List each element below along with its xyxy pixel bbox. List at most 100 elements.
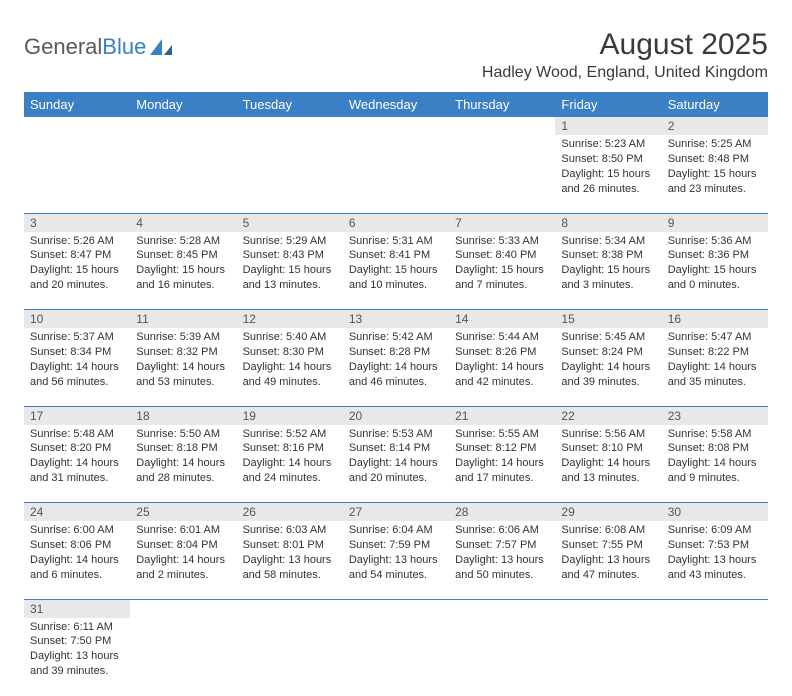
day-number-cell: 4 bbox=[130, 213, 236, 232]
sunrise-text: Sunrise: 5:42 AM bbox=[349, 330, 443, 345]
day-number-cell: 8 bbox=[555, 213, 661, 232]
day-details: Sunrise: 5:55 AMSunset: 8:12 PMDaylight:… bbox=[449, 425, 555, 490]
day-details: Sunrise: 5:45 AMSunset: 8:24 PMDaylight:… bbox=[555, 328, 661, 393]
weekday-header: Wednesday bbox=[343, 92, 449, 117]
sunset-text: Sunset: 7:50 PM bbox=[30, 634, 124, 649]
day-number-cell bbox=[662, 599, 768, 618]
logo-sail-icon bbox=[148, 37, 174, 57]
daylight-text: Daylight: 14 hours and 49 minutes. bbox=[243, 360, 337, 390]
daylight-text: Daylight: 14 hours and 56 minutes. bbox=[30, 360, 124, 390]
day-number-cell: 28 bbox=[449, 503, 555, 522]
day-cell: Sunrise: 5:42 AMSunset: 8:28 PMDaylight:… bbox=[343, 328, 449, 406]
sunset-text: Sunset: 8:28 PM bbox=[349, 345, 443, 360]
month-title: August 2025 bbox=[482, 28, 768, 62]
day-cell: Sunrise: 5:50 AMSunset: 8:18 PMDaylight:… bbox=[130, 425, 236, 503]
weekday-header: Tuesday bbox=[237, 92, 343, 117]
day-details: Sunrise: 5:34 AMSunset: 8:38 PMDaylight:… bbox=[555, 232, 661, 297]
day-number-cell: 13 bbox=[343, 310, 449, 329]
day-number-cell: 25 bbox=[130, 503, 236, 522]
day-cell: Sunrise: 6:11 AMSunset: 7:50 PMDaylight:… bbox=[24, 618, 130, 696]
sunrise-text: Sunrise: 5:34 AM bbox=[561, 234, 655, 249]
day-details: Sunrise: 5:48 AMSunset: 8:20 PMDaylight:… bbox=[24, 425, 130, 490]
sunrise-text: Sunrise: 5:28 AM bbox=[136, 234, 230, 249]
day-details: Sunrise: 6:11 AMSunset: 7:50 PMDaylight:… bbox=[24, 618, 130, 683]
sunset-text: Sunset: 8:04 PM bbox=[136, 538, 230, 553]
day-number-cell bbox=[130, 599, 236, 618]
day-cell bbox=[237, 618, 343, 696]
day-number-cell: 7 bbox=[449, 213, 555, 232]
day-cell: Sunrise: 5:36 AMSunset: 8:36 PMDaylight:… bbox=[662, 232, 768, 310]
day-number-cell: 6 bbox=[343, 213, 449, 232]
sunrise-text: Sunrise: 5:37 AM bbox=[30, 330, 124, 345]
sunrise-text: Sunrise: 6:06 AM bbox=[455, 523, 549, 538]
day-number-cell bbox=[130, 117, 236, 135]
day-cell: Sunrise: 5:55 AMSunset: 8:12 PMDaylight:… bbox=[449, 425, 555, 503]
sunset-text: Sunset: 7:57 PM bbox=[455, 538, 549, 553]
day-details: Sunrise: 5:39 AMSunset: 8:32 PMDaylight:… bbox=[130, 328, 236, 393]
day-details: Sunrise: 5:36 AMSunset: 8:36 PMDaylight:… bbox=[662, 232, 768, 297]
day-details: Sunrise: 5:29 AMSunset: 8:43 PMDaylight:… bbox=[237, 232, 343, 297]
sunrise-text: Sunrise: 5:58 AM bbox=[668, 427, 762, 442]
calendar-table: Sunday Monday Tuesday Wednesday Thursday… bbox=[24, 92, 768, 696]
day-number-cell: 5 bbox=[237, 213, 343, 232]
day-details: Sunrise: 5:44 AMSunset: 8:26 PMDaylight:… bbox=[449, 328, 555, 393]
day-details: Sunrise: 5:25 AMSunset: 8:48 PMDaylight:… bbox=[662, 135, 768, 200]
day-cell: Sunrise: 6:04 AMSunset: 7:59 PMDaylight:… bbox=[343, 521, 449, 599]
day-cell: Sunrise: 5:31 AMSunset: 8:41 PMDaylight:… bbox=[343, 232, 449, 310]
day-number-cell: 14 bbox=[449, 310, 555, 329]
weekday-header: Monday bbox=[130, 92, 236, 117]
day-details: Sunrise: 5:28 AMSunset: 8:45 PMDaylight:… bbox=[130, 232, 236, 297]
sunset-text: Sunset: 8:48 PM bbox=[668, 152, 762, 167]
sunrise-text: Sunrise: 6:01 AM bbox=[136, 523, 230, 538]
daylight-text: Daylight: 13 hours and 43 minutes. bbox=[668, 553, 762, 583]
day-number-cell bbox=[449, 599, 555, 618]
day-details: Sunrise: 5:50 AMSunset: 8:18 PMDaylight:… bbox=[130, 425, 236, 490]
day-number-cell: 1 bbox=[555, 117, 661, 135]
sunrise-text: Sunrise: 5:53 AM bbox=[349, 427, 443, 442]
day-cell: Sunrise: 5:33 AMSunset: 8:40 PMDaylight:… bbox=[449, 232, 555, 310]
day-details: Sunrise: 5:26 AMSunset: 8:47 PMDaylight:… bbox=[24, 232, 130, 297]
day-number-cell bbox=[449, 117, 555, 135]
sunrise-text: Sunrise: 6:11 AM bbox=[30, 620, 124, 635]
daylight-text: Daylight: 14 hours and 35 minutes. bbox=[668, 360, 762, 390]
day-cell: Sunrise: 5:26 AMSunset: 8:47 PMDaylight:… bbox=[24, 232, 130, 310]
daylight-text: Daylight: 14 hours and 6 minutes. bbox=[30, 553, 124, 583]
daylight-text: Daylight: 14 hours and 24 minutes. bbox=[243, 456, 337, 486]
day-number-cell bbox=[343, 599, 449, 618]
day-cell: Sunrise: 6:09 AMSunset: 7:53 PMDaylight:… bbox=[662, 521, 768, 599]
day-cell: Sunrise: 6:06 AMSunset: 7:57 PMDaylight:… bbox=[449, 521, 555, 599]
day-cell: Sunrise: 6:08 AMSunset: 7:55 PMDaylight:… bbox=[555, 521, 661, 599]
day-details: Sunrise: 5:31 AMSunset: 8:41 PMDaylight:… bbox=[343, 232, 449, 297]
day-number-cell bbox=[343, 117, 449, 135]
daylight-text: Daylight: 13 hours and 54 minutes. bbox=[349, 553, 443, 583]
day-details: Sunrise: 5:53 AMSunset: 8:14 PMDaylight:… bbox=[343, 425, 449, 490]
sunrise-text: Sunrise: 6:09 AM bbox=[668, 523, 762, 538]
sunset-text: Sunset: 8:20 PM bbox=[30, 441, 124, 456]
day-details: Sunrise: 6:03 AMSunset: 8:01 PMDaylight:… bbox=[237, 521, 343, 586]
day-cell: Sunrise: 6:03 AMSunset: 8:01 PMDaylight:… bbox=[237, 521, 343, 599]
day-cell bbox=[237, 135, 343, 213]
day-number-cell: 3 bbox=[24, 213, 130, 232]
day-number-cell: 22 bbox=[555, 406, 661, 425]
day-number-cell: 10 bbox=[24, 310, 130, 329]
day-details: Sunrise: 5:47 AMSunset: 8:22 PMDaylight:… bbox=[662, 328, 768, 393]
day-cell bbox=[24, 135, 130, 213]
day-number-cell: 29 bbox=[555, 503, 661, 522]
sunrise-text: Sunrise: 6:03 AM bbox=[243, 523, 337, 538]
day-details: Sunrise: 6:08 AMSunset: 7:55 PMDaylight:… bbox=[555, 521, 661, 586]
daylight-text: Daylight: 15 hours and 3 minutes. bbox=[561, 263, 655, 293]
sunset-text: Sunset: 8:45 PM bbox=[136, 248, 230, 263]
weekday-header: Sunday bbox=[24, 92, 130, 117]
day-cell: Sunrise: 5:48 AMSunset: 8:20 PMDaylight:… bbox=[24, 425, 130, 503]
day-cell bbox=[343, 135, 449, 213]
sunrise-text: Sunrise: 5:44 AM bbox=[455, 330, 549, 345]
daylight-text: Daylight: 14 hours and 20 minutes. bbox=[349, 456, 443, 486]
day-number-cell bbox=[24, 117, 130, 135]
day-cell: Sunrise: 5:29 AMSunset: 8:43 PMDaylight:… bbox=[237, 232, 343, 310]
sunrise-text: Sunrise: 5:47 AM bbox=[668, 330, 762, 345]
day-number-cell: 23 bbox=[662, 406, 768, 425]
logo: GeneralBlue bbox=[24, 34, 174, 60]
daylight-text: Daylight: 14 hours and 42 minutes. bbox=[455, 360, 549, 390]
day-content-row: Sunrise: 6:00 AMSunset: 8:06 PMDaylight:… bbox=[24, 521, 768, 599]
sunrise-text: Sunrise: 5:48 AM bbox=[30, 427, 124, 442]
